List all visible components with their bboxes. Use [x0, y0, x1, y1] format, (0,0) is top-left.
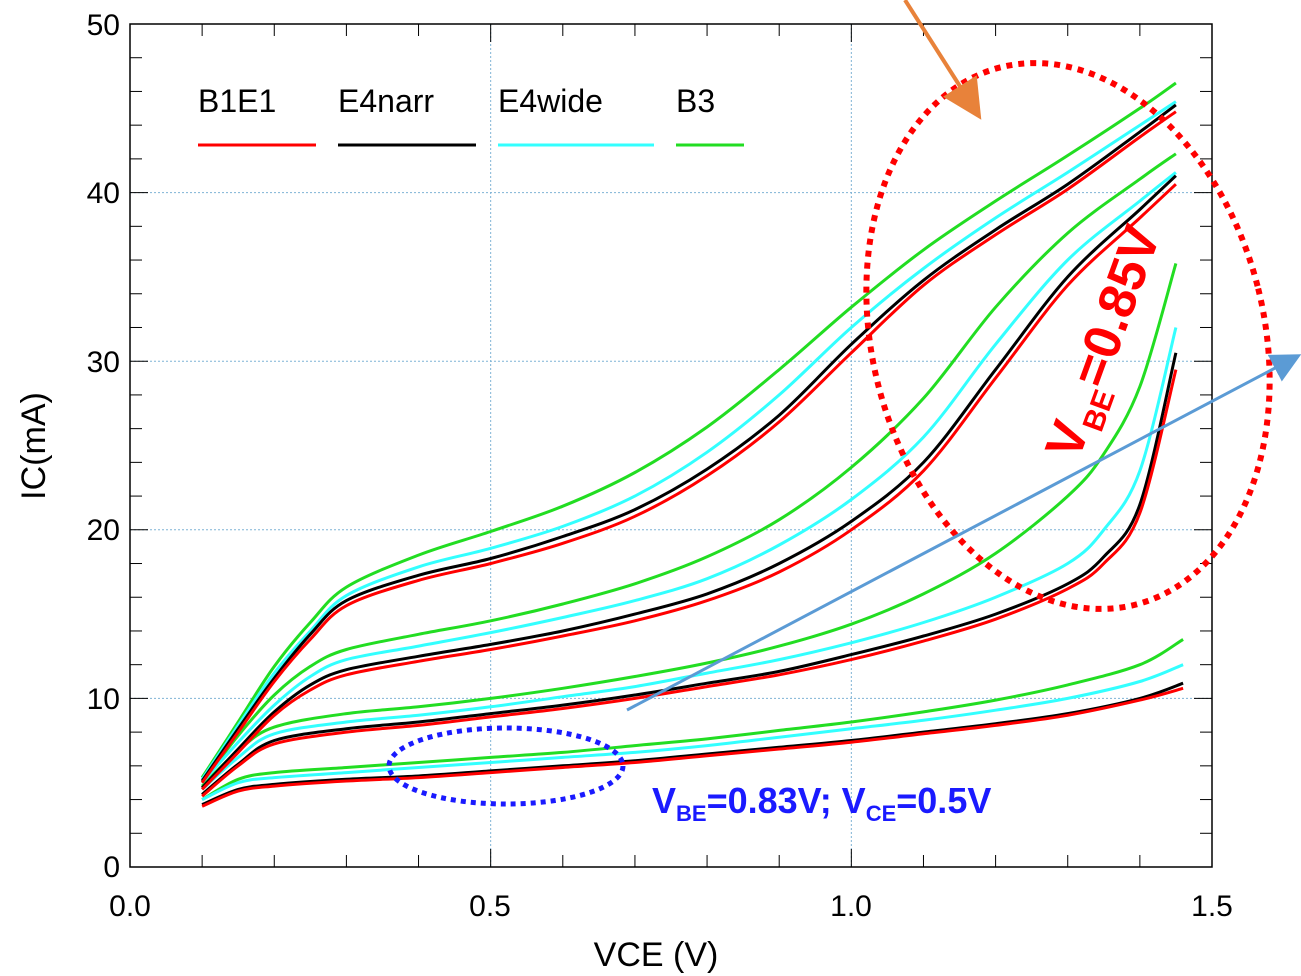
series-line-e4wide-vbe-086 — [200, 100, 1177, 781]
series-line-b3-vbe-085 — [200, 152, 1177, 784]
plot-frame — [129, 23, 1213, 868]
series-line-e4wide-vbe-084 — [201, 327, 1178, 791]
series-line-e4wide-vbe-085 — [200, 171, 1177, 784]
series-line-b3-vbe-083 — [201, 638, 1184, 801]
x-tick-label: 0.5 — [469, 890, 511, 923]
vbe-083-p1: V — [652, 780, 676, 821]
series-line-b1e1-vbe-084 — [201, 369, 1178, 798]
series-line-b3-vbe-086 — [200, 81, 1177, 779]
vbe-083-s2: CE — [866, 801, 897, 826]
blue-dotted-ellipse — [386, 725, 626, 807]
y-tick-label: 10 — [87, 683, 120, 716]
legend: B1E1 E4narr E4wide B3 — [198, 83, 744, 147]
y-tick-label: 50 — [87, 9, 120, 42]
vbe-083-p2: =0.83V; V — [707, 780, 866, 821]
legend-label-b3: B3 — [676, 83, 715, 119]
series-line-b1e1-vbe-085 — [201, 183, 1177, 791]
y-axis-title: IC(mA) — [15, 392, 53, 500]
x-tick-label: 1.5 — [1191, 890, 1233, 923]
vbe-083-annotation: VBE=0.83V; VCE=0.5V — [652, 780, 991, 826]
series-line-e4wide-vbe-083 — [201, 663, 1184, 801]
y-tick-label: 20 — [87, 514, 120, 547]
y-tick-label: 30 — [87, 346, 120, 379]
x-tick-labels: 0.0 0.5 1.0 1.5 — [109, 890, 1233, 923]
orange-arrow — [903, 0, 982, 120]
vbe-083-p3: =0.5V — [896, 780, 991, 821]
legend-label-e4narr: E4narr — [338, 83, 434, 119]
grid-lines — [130, 24, 1212, 867]
x-axis-title: VCE (V) — [594, 936, 719, 974]
series-line-e4narr-vbe-084 — [201, 352, 1178, 796]
y-tick-label: 40 — [87, 177, 120, 210]
y-tick-label: 0 — [103, 851, 120, 884]
series-layer — [200, 81, 1184, 808]
legend-label-e4wide: E4wide — [498, 83, 603, 119]
series-line-e4narr-vbe-083 — [201, 681, 1184, 806]
x-tick-label: 0.0 — [109, 890, 151, 923]
y-tick-labels: 0 10 20 30 40 50 — [87, 9, 120, 884]
legend-label-b1e1: B1E1 — [198, 83, 276, 119]
blue-arrow — [626, 354, 1301, 712]
series-line-b1e1-vbe-086 — [200, 110, 1177, 784]
x-tick-label: 1.0 — [830, 890, 872, 923]
series-line-b1e1-vbe-083 — [201, 686, 1184, 808]
vbe-083-s1: BE — [676, 801, 707, 826]
series-line-e4narr-vbe-086 — [200, 103, 1177, 782]
series-line-e4narr-vbe-085 — [200, 174, 1177, 789]
red-dotted-ellipse — [863, 60, 1273, 612]
